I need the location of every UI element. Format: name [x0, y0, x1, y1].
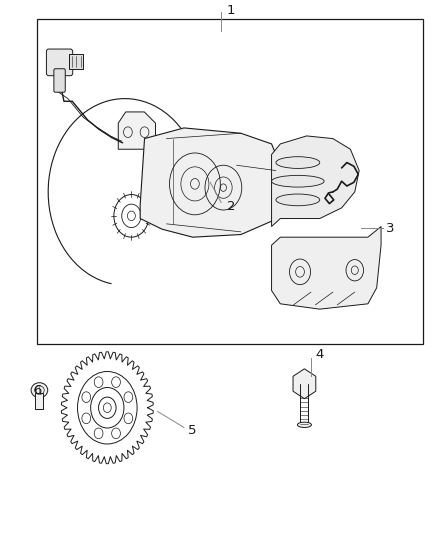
FancyBboxPatch shape — [46, 49, 73, 76]
Text: 1: 1 — [227, 4, 235, 17]
Text: 6: 6 — [33, 384, 41, 397]
Ellipse shape — [297, 422, 311, 427]
Ellipse shape — [276, 157, 320, 168]
FancyBboxPatch shape — [54, 69, 65, 92]
Bar — [37, 19, 423, 344]
Text: 3: 3 — [386, 222, 395, 235]
Text: 5: 5 — [188, 424, 197, 437]
Ellipse shape — [272, 175, 324, 187]
Bar — [35, 393, 43, 409]
Bar — [69, 54, 83, 69]
Polygon shape — [118, 112, 155, 149]
Polygon shape — [272, 136, 359, 227]
Polygon shape — [140, 128, 280, 237]
Polygon shape — [272, 227, 381, 309]
Text: 4: 4 — [315, 348, 324, 361]
Text: 2: 2 — [227, 200, 235, 213]
Polygon shape — [293, 369, 316, 399]
Ellipse shape — [31, 383, 48, 398]
Ellipse shape — [276, 194, 320, 206]
